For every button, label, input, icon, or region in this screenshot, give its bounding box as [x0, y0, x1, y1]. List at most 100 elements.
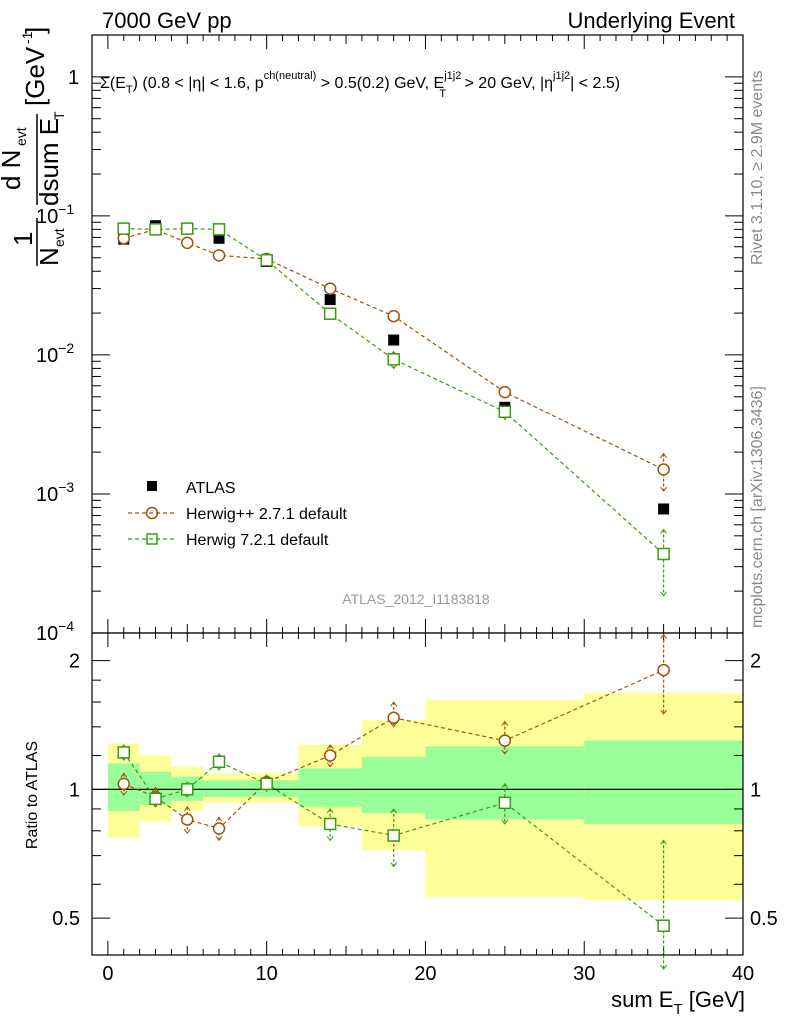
- error-cap: [326, 744, 334, 750]
- svg-text:evt: evt: [51, 228, 67, 247]
- data-point-2: [212, 223, 226, 236]
- svg-text:-1: -1: [19, 31, 35, 44]
- error-cap: [326, 762, 334, 768]
- rivet-version-label: Rivet 3.1.10, ≥ 2.9M events: [749, 70, 766, 265]
- ratio-point-2: [117, 746, 131, 759]
- legend-marker-herwigpp: [145, 506, 159, 520]
- ratio-y-tick-label: 2: [69, 651, 80, 673]
- data-point-2: [260, 253, 273, 267]
- ratio-point-2: [498, 796, 512, 810]
- svg-text:T: T: [51, 111, 67, 120]
- svg-text:[GeV: [GeV: [20, 46, 50, 106]
- data-point-1: [323, 282, 337, 295]
- error-cap: [660, 591, 668, 597]
- mcplots-label: mcplots.cern.ch [arXiv:1306.3436]: [749, 386, 766, 628]
- data-point-1: [657, 463, 670, 476]
- error-cap: [660, 633, 668, 639]
- svg-text:N: N: [34, 247, 64, 266]
- ratio-point-1: [323, 749, 337, 762]
- ratio-point-2: [212, 755, 226, 769]
- band-inner: [361, 757, 426, 814]
- ratio-point-1: [657, 663, 670, 677]
- svg-text:d N: d N: [0, 150, 26, 190]
- svg-text:dsum E: dsum E: [34, 118, 64, 206]
- x-tick-label: 10: [256, 963, 278, 985]
- y-tick-label: 10−2: [36, 340, 74, 367]
- ratio-point-2: [260, 777, 273, 791]
- error-cap: [326, 836, 334, 842]
- error-cap: [660, 528, 668, 534]
- legend-label-atlas: ATLAS: [186, 480, 236, 497]
- error-cap: [120, 772, 128, 778]
- band-inner: [203, 780, 235, 797]
- error-cap: [326, 808, 334, 814]
- data-point-1: [212, 249, 226, 262]
- data-point-2: [323, 307, 337, 320]
- legend-marker-herwig7: [146, 533, 158, 545]
- data-series: [117, 220, 670, 970]
- legend-marker-atlas: [147, 481, 157, 491]
- band-inner: [584, 740, 743, 824]
- error-cap: [501, 783, 509, 789]
- ratio-y-tick-label: 1: [69, 779, 80, 801]
- data-point-1: [181, 236, 194, 250]
- error-cap: [390, 808, 398, 814]
- error-cap: [390, 701, 398, 707]
- svg-text:1: 1: [8, 232, 38, 246]
- data-point-2: [149, 223, 162, 236]
- main-y-axis-label: 1 N evt d N evt dsum E T [GeV -1 ]: [0, 27, 67, 266]
- data-point-1: [498, 385, 512, 399]
- ratio-point-1: [181, 813, 194, 826]
- series-line-1: [123, 228, 664, 471]
- data-point-0: [213, 232, 225, 244]
- ratio-point-2: [323, 817, 337, 831]
- y-tick-label: 1: [68, 67, 79, 89]
- ratio-point-2: [387, 829, 400, 842]
- data-point-0: [388, 334, 400, 346]
- ratio-panel: 0 10 20 30 40 0.5 0.5 1 1 2 2: [52, 35, 778, 985]
- ratio-uncertainty-bands: [107, 692, 743, 901]
- y-tick-label: 10−3: [36, 479, 74, 506]
- ratio-y-tick-label: 0.5: [750, 908, 778, 930]
- x-tick-label: 20: [414, 963, 436, 985]
- ratio-frame: [91, 632, 744, 956]
- x-tick-label: 40: [732, 963, 754, 985]
- ratio-y-tick-label: 1: [750, 779, 761, 801]
- x-tick-label: 0: [102, 963, 113, 985]
- data-point-1: [387, 309, 400, 323]
- data-point-2: [117, 222, 131, 235]
- ratio-point-2: [657, 919, 670, 932]
- band-inner: [298, 768, 362, 807]
- legend-label-herwig7: Herwig 7.2.1 default: [186, 532, 329, 549]
- legend: ATLAS Herwig++ 2.7.1 default Herwig 7.2.…: [128, 480, 348, 549]
- error-cap: [660, 486, 668, 492]
- error-cap: [501, 819, 509, 825]
- error-cap: [390, 364, 398, 370]
- analysis-id: ATLAS_2012_I1183818: [342, 591, 490, 607]
- error-cap: [183, 828, 191, 834]
- ratio-y-tick-label: 0.5: [52, 908, 80, 930]
- ratio-point-1: [117, 777, 131, 791]
- data-point-2: [657, 547, 670, 561]
- header-right: Underlying Event: [567, 8, 735, 33]
- ratio-point-1: [387, 711, 400, 725]
- svg-text:evt: evt: [13, 127, 29, 146]
- legend-label-herwigpp: Herwig++ 2.7.1 default: [186, 506, 348, 523]
- error-cap: [183, 806, 191, 812]
- error-cap: [215, 836, 223, 842]
- error-cap: [390, 722, 398, 728]
- error-cap: [390, 862, 398, 868]
- error-cap: [660, 839, 668, 845]
- data-point-2: [387, 353, 400, 366]
- error-cap: [215, 816, 223, 822]
- ratio-point-1: [498, 734, 512, 747]
- series-line-2: [123, 228, 665, 555]
- data-point-0: [324, 294, 336, 306]
- x-tick-label: 30: [573, 963, 595, 985]
- data-point-2: [498, 405, 512, 419]
- ratio-y-tick-label: 2: [750, 651, 761, 673]
- data-point-0: [658, 503, 670, 515]
- svg-text:]: ]: [20, 27, 50, 34]
- error-cap: [660, 709, 668, 715]
